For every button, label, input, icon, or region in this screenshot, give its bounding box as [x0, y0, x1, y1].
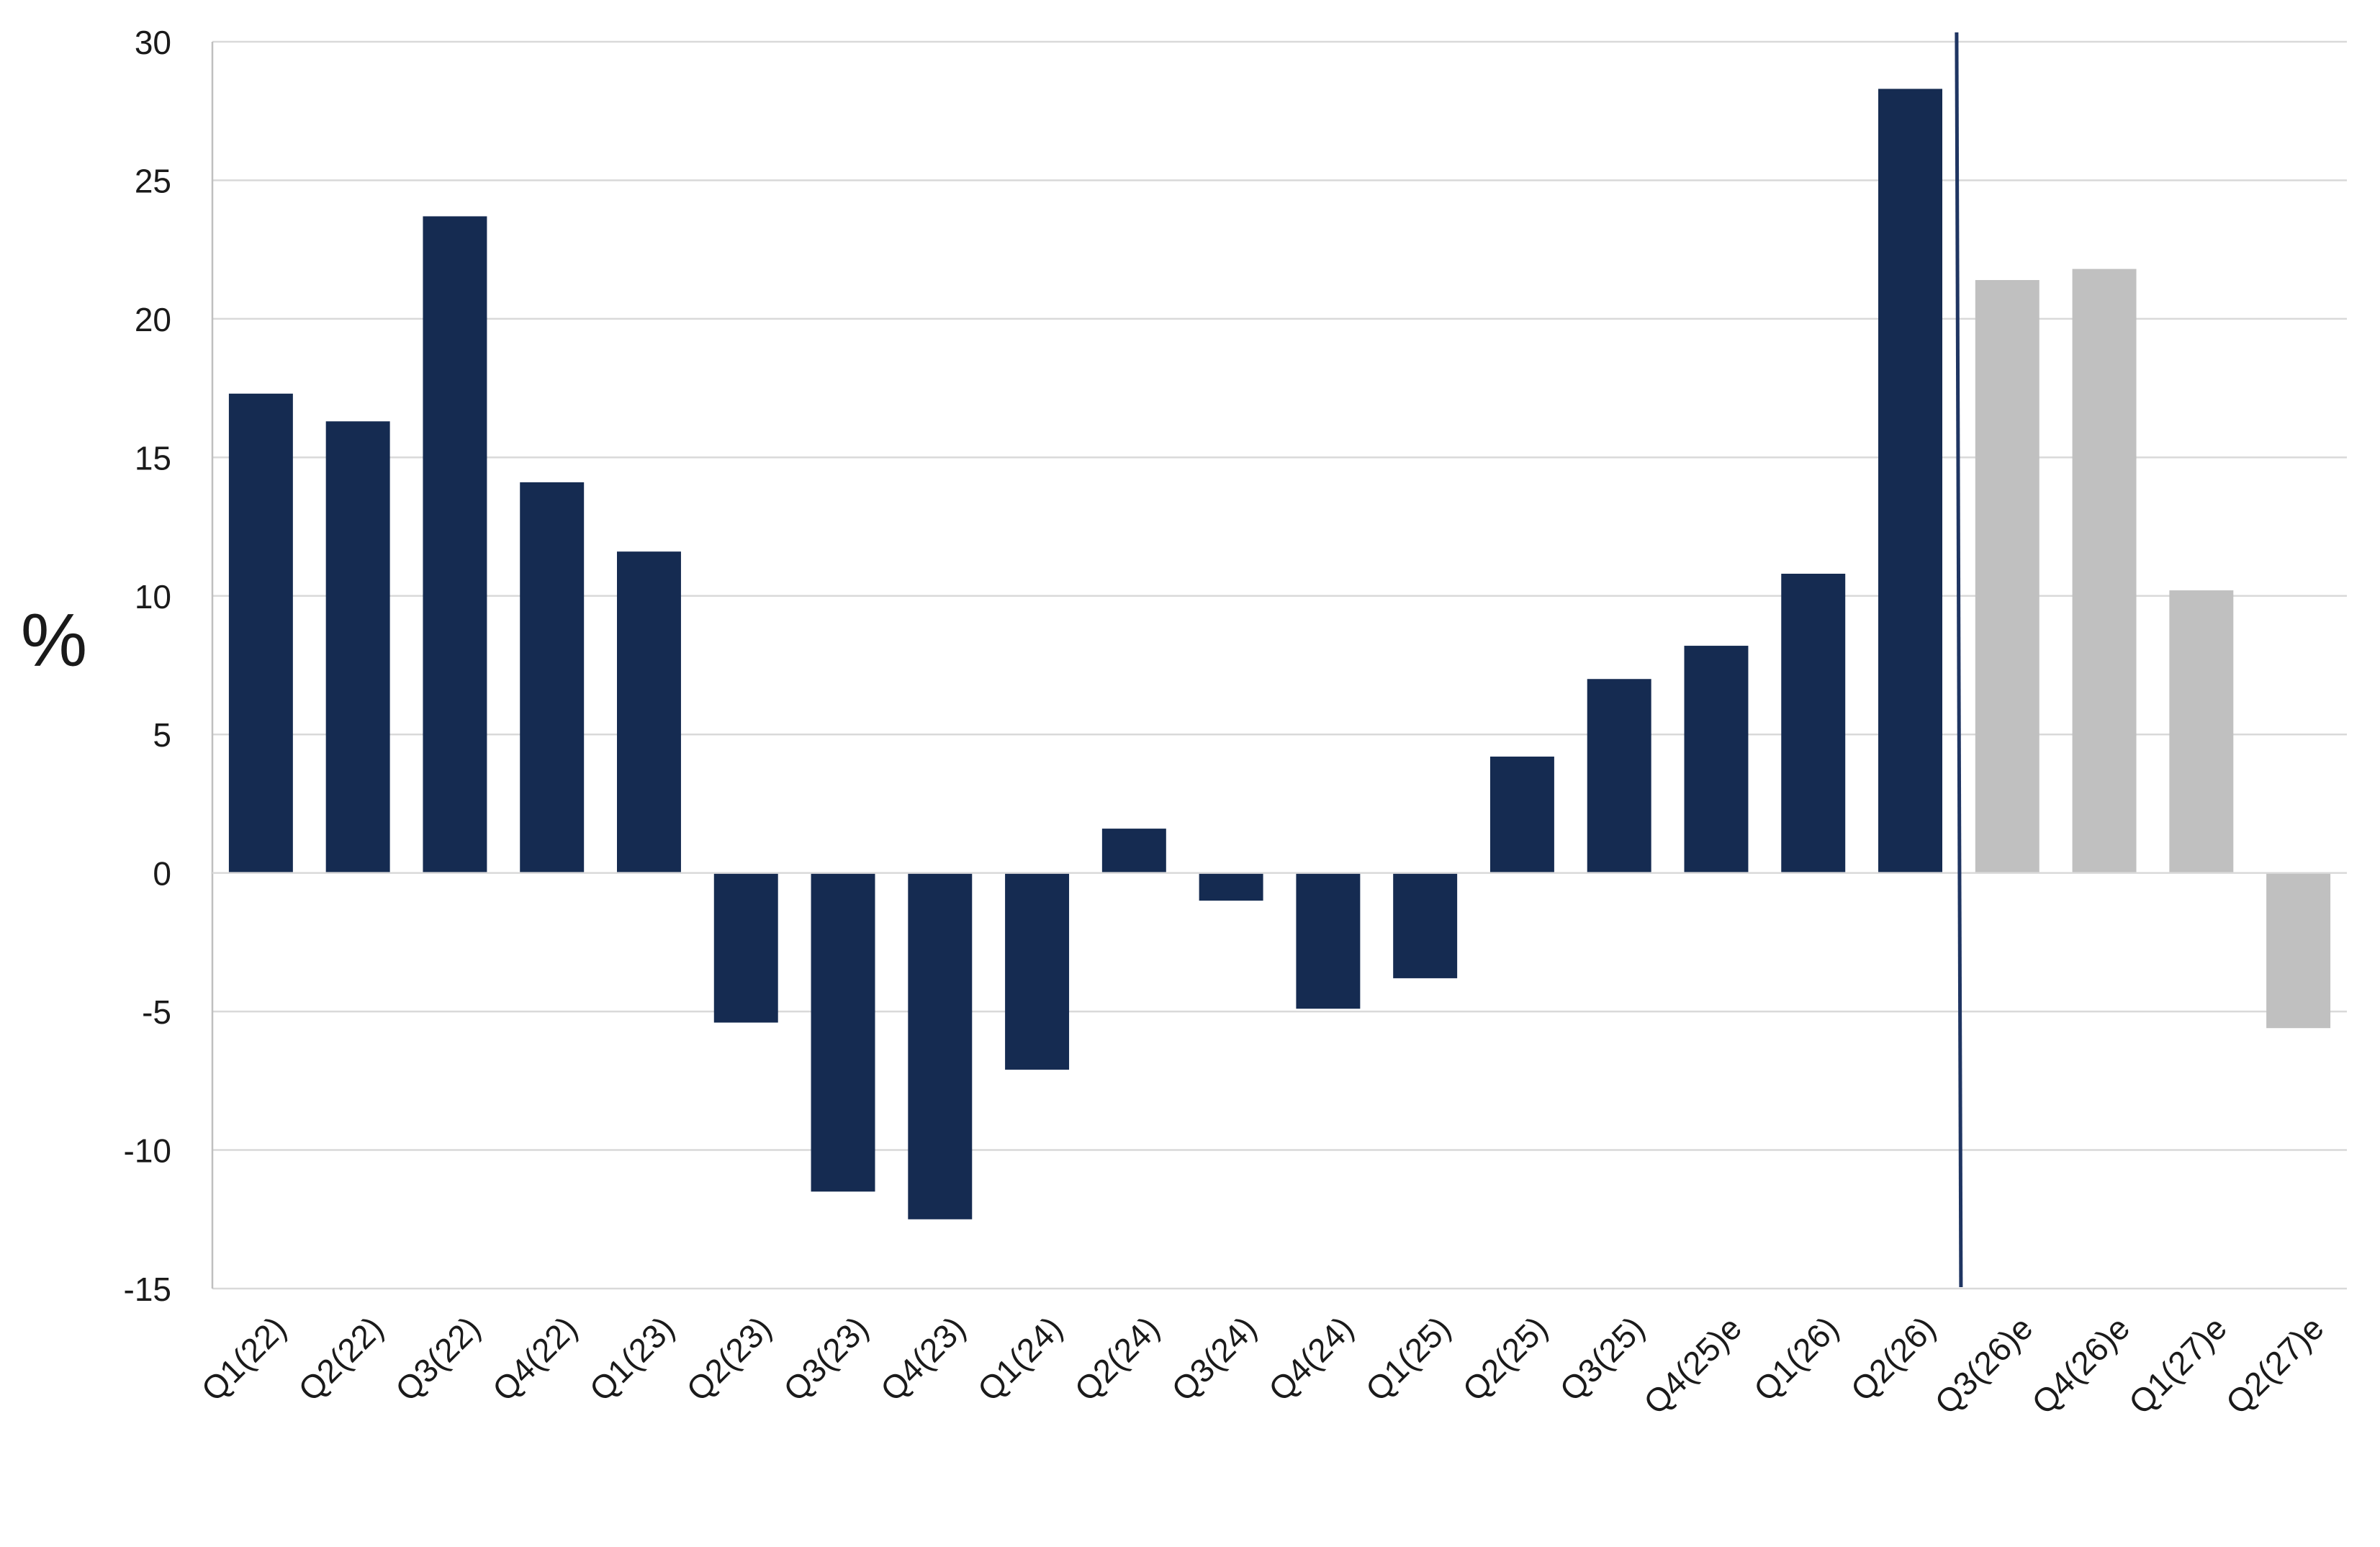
x-tick-label: Q2(22) — [291, 1309, 390, 1408]
y-tick-label: -5 — [142, 993, 171, 1031]
x-tick-label: Q3(22) — [388, 1309, 487, 1408]
bar-q426e — [2072, 269, 2137, 873]
x-tick-label: Q4(22) — [485, 1309, 585, 1408]
x-tick-label: Q1(27)e — [2122, 1309, 2234, 1421]
x-tick-label: Q4(25)e — [1636, 1309, 1749, 1421]
bars — [228, 89, 2331, 1219]
bar-q424 — [1296, 872, 1361, 1009]
y-tick-label: 10 — [135, 578, 171, 615]
bar-q124 — [1005, 872, 1070, 1070]
x-tick-labels: Q1(22)Q2(22)Q3(22)Q4(22)Q1(23)Q2(23)Q3(2… — [194, 1309, 2330, 1421]
bar-q227e — [2266, 872, 2331, 1029]
x-tick-label: Q2(23) — [679, 1309, 778, 1408]
forecast-divider-line — [1955, 32, 1963, 1288]
bar-q223 — [713, 872, 778, 1023]
y-tick-label: 5 — [153, 716, 171, 754]
bar-q122 — [228, 393, 293, 873]
y-tick-labels: -15 -10 -5 0 5 10 15 20 25 30 — [124, 24, 171, 1308]
x-tick-label: Q1(26) — [1746, 1309, 1846, 1408]
bar-q126 — [1781, 573, 1846, 873]
bar-q325 — [1587, 679, 1651, 873]
bar-q224 — [1101, 829, 1166, 873]
bar-q422 — [520, 482, 585, 873]
x-tick-label: Q2(27)e — [2219, 1309, 2331, 1421]
x-tick-label: Q4(26)e — [2024, 1309, 2137, 1421]
y-tick-label: 0 — [153, 855, 171, 893]
bar-q125 — [1393, 872, 1458, 978]
x-tick-label: Q2(24) — [1067, 1309, 1166, 1408]
x-tick-label: Q3(24) — [1164, 1309, 1263, 1408]
x-tick-label: Q3(26)e — [1927, 1309, 2039, 1421]
bar-q324 — [1199, 872, 1263, 901]
bar-q222 — [325, 421, 390, 873]
bar-q423 — [908, 872, 973, 1219]
y-tick-label: 15 — [135, 439, 171, 477]
bar-q425e — [1684, 646, 1749, 873]
x-tick-label: Q4(24) — [1261, 1309, 1361, 1408]
y-tick-label: 25 — [135, 162, 171, 199]
bar-q127e — [2169, 590, 2234, 873]
x-tick-label: Q1(24) — [970, 1309, 1070, 1408]
x-tick-label: Q4(23) — [873, 1309, 973, 1408]
y-tick-label: 30 — [135, 24, 171, 61]
y-tick-label: -15 — [124, 1271, 171, 1308]
y-axis-label: % — [21, 599, 87, 682]
bar-q322 — [423, 216, 487, 873]
x-tick-label: Q1(23) — [582, 1309, 682, 1408]
y-tick-label: -10 — [124, 1132, 171, 1170]
bar-q225 — [1489, 757, 1554, 873]
bar-q226 — [1878, 89, 1942, 873]
x-tick-label: Q1(22) — [194, 1309, 293, 1408]
x-tick-label: Q3(23) — [776, 1309, 875, 1408]
y-tick-label: 20 — [135, 301, 171, 338]
axes — [211, 32, 2347, 1289]
x-tick-label: Q2(26) — [1844, 1309, 1943, 1408]
bar-q123 — [617, 551, 681, 873]
x-tick-label: Q3(25) — [1552, 1309, 1651, 1408]
bar-q323 — [811, 872, 875, 1192]
x-tick-label: Q2(25) — [1455, 1309, 1554, 1408]
bar-q326e — [1975, 280, 2039, 873]
x-tick-label: Q1(25) — [1358, 1309, 1458, 1408]
